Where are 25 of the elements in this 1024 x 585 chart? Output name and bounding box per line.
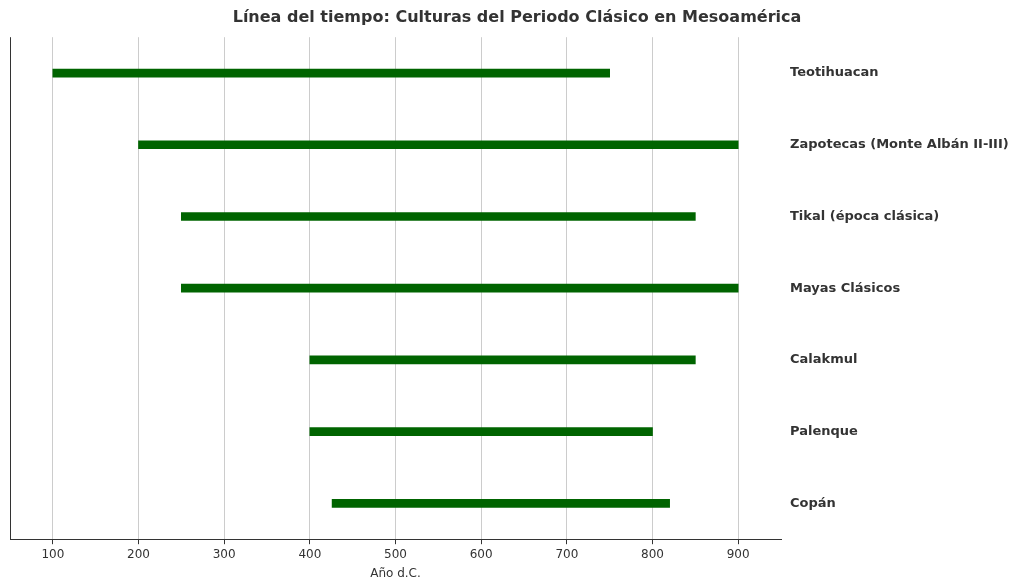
y-tick-label: Teotihuacan xyxy=(790,64,879,80)
bar xyxy=(181,283,739,293)
x-tick-label: 900 xyxy=(726,546,750,561)
x-tick-label: 400 xyxy=(298,546,322,561)
x-axis-title: Año d.C. xyxy=(370,565,421,580)
chart-title: Línea del tiempo: Culturas del Periodo Clásico en Mesoamérica xyxy=(232,6,802,26)
x-tick-label: 300 xyxy=(212,546,236,561)
bar xyxy=(181,212,696,221)
y-tick-label: Zapotecas (Monte Albán II-III) xyxy=(790,136,1009,152)
x-tick-label: 500 xyxy=(384,546,407,561)
bar xyxy=(52,68,610,78)
bar xyxy=(331,499,670,508)
y-tick-label: Mayas Clásicos xyxy=(790,279,901,295)
y-tick-label: Calakmul xyxy=(790,351,858,367)
bar xyxy=(309,355,696,365)
x-tick-label: 200 xyxy=(127,546,150,561)
x-tick-label: 600 xyxy=(469,546,493,561)
y-tick-label: Palenque xyxy=(790,423,859,438)
x-tick-label: 800 xyxy=(641,546,664,561)
y-tick-label: Copán xyxy=(790,494,836,510)
bar xyxy=(138,140,739,150)
bar xyxy=(309,427,653,436)
x-tick-label: 700 xyxy=(555,546,579,561)
y-tick-label: Tikal (época clásica) xyxy=(790,207,940,223)
x-tick-label: 100 xyxy=(41,546,65,561)
